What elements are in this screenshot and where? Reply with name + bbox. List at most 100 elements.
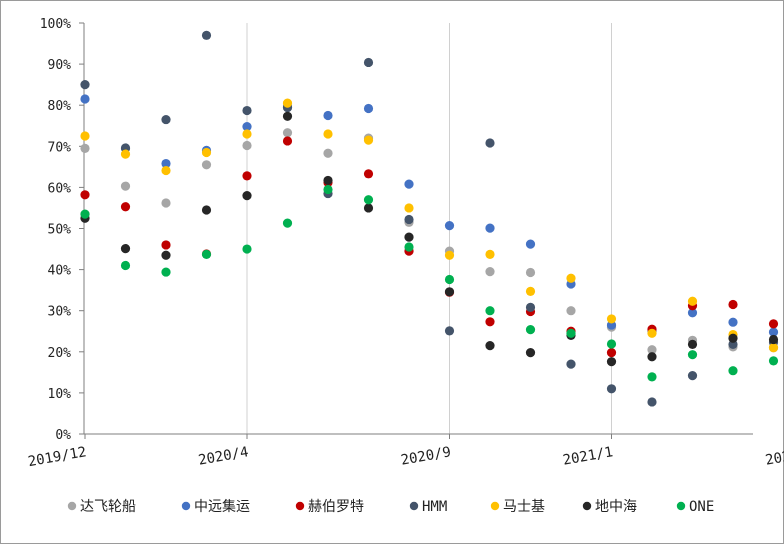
- data-point: [728, 317, 738, 327]
- data-point: [80, 131, 90, 141]
- data-point: [485, 267, 495, 277]
- data-point: [120, 260, 131, 271]
- data-point: [566, 359, 576, 369]
- data-point: [242, 244, 252, 254]
- data-point: [363, 169, 374, 179]
- data-point: [161, 267, 171, 277]
- data-point: [687, 350, 698, 360]
- data-point: [282, 98, 293, 108]
- y-tick-label: 30%: [48, 305, 72, 320]
- legend-marker: [181, 501, 191, 511]
- data-point: [768, 356, 779, 366]
- data-point: [363, 103, 374, 114]
- y-tick-label: 0%: [55, 428, 71, 443]
- data-point: [768, 327, 779, 337]
- legend: 达飞轮船 中远集运 赫伯罗特 HMM 马士基 地中海 ONE: [67, 498, 714, 515]
- x-tick-label: 2020/4: [197, 444, 250, 469]
- y-tick-label: 50%: [48, 223, 72, 238]
- data-point: [687, 339, 698, 350]
- legend-marker: [676, 501, 686, 511]
- data-point: [525, 302, 536, 313]
- data-point: [444, 274, 455, 285]
- data-point: [606, 357, 617, 367]
- data-point: [606, 348, 617, 358]
- data-point: [404, 214, 414, 225]
- x-tick-label: 2019/12: [27, 444, 88, 470]
- data-point: [323, 175, 333, 186]
- data-point: [201, 147, 212, 158]
- data-point: [404, 242, 414, 252]
- vertical-gridlines: [246, 23, 612, 434]
- data-point: [485, 223, 495, 233]
- data-point: [606, 339, 617, 349]
- data-point: [242, 171, 252, 181]
- data-point: [404, 203, 414, 213]
- data-point: [525, 267, 536, 278]
- data-point: [363, 57, 374, 68]
- y-axis-ticks: 0% 10% 20% 30% 40% 50% 60% 70% 80% 90% 100%: [40, 17, 84, 443]
- x-tick-label: 2020/9: [400, 444, 453, 469]
- data-point: [282, 218, 293, 228]
- legend-marker: [67, 501, 77, 511]
- legend-marker: [409, 501, 419, 511]
- data-point: [444, 221, 455, 231]
- data-point: [282, 136, 293, 146]
- x-tick-label: 2021/1: [562, 444, 615, 469]
- data-point: [687, 371, 698, 381]
- data-point: [161, 114, 171, 125]
- y-tick-label: 80%: [48, 99, 72, 114]
- legend-marker: [490, 501, 500, 511]
- x-tick-label: 2021/6: [764, 444, 784, 469]
- data-point: [80, 143, 90, 153]
- data-point: [606, 384, 617, 394]
- data-point: [363, 195, 374, 205]
- x-axis-ticks: 2019/12 2020/4 2020/9 2021/1 2021/6: [27, 434, 784, 470]
- data-point: [525, 239, 536, 249]
- data-point: [282, 128, 293, 138]
- data-point: [161, 250, 171, 260]
- y-tick-label: 100%: [40, 17, 71, 32]
- legend-label: 地中海: [595, 499, 637, 515]
- data-point: [80, 209, 90, 219]
- data-point: [525, 348, 536, 358]
- data-point: [120, 244, 131, 254]
- data-point: [242, 129, 252, 139]
- data-point: [768, 319, 779, 329]
- data-point: [485, 341, 495, 351]
- data-point: [525, 325, 536, 335]
- y-tick-label: 70%: [48, 140, 72, 155]
- data-point: [201, 160, 212, 170]
- data-point: [728, 333, 738, 343]
- data-point: [728, 299, 738, 310]
- data-point: [444, 250, 455, 260]
- data-point: [606, 314, 617, 324]
- data-point: [768, 343, 779, 353]
- data-point: [161, 198, 171, 208]
- legend-label: 达飞轮船: [80, 499, 136, 515]
- data-point: [404, 179, 414, 189]
- data-point: [120, 181, 131, 191]
- data-point: [485, 138, 495, 148]
- data-point: [363, 203, 374, 213]
- y-tick-label: 90%: [48, 58, 72, 73]
- legend-label: 马士基: [503, 498, 545, 515]
- data-point: [444, 326, 455, 336]
- data-point: [404, 232, 414, 242]
- data-point: [647, 352, 657, 362]
- data-point: [323, 129, 333, 139]
- data-point: [201, 249, 212, 259]
- data-point: [80, 190, 90, 200]
- legend-label: 中远集运: [194, 498, 250, 515]
- y-tick-label: 10%: [48, 387, 72, 402]
- data-point: [566, 273, 576, 283]
- data-point: [242, 105, 252, 116]
- data-point: [566, 328, 576, 338]
- legend-marker: [582, 501, 592, 511]
- data-point: [323, 148, 333, 158]
- data-point: [768, 334, 779, 345]
- data-point: [647, 372, 657, 382]
- data-point: [687, 308, 698, 318]
- data-point: [242, 191, 252, 201]
